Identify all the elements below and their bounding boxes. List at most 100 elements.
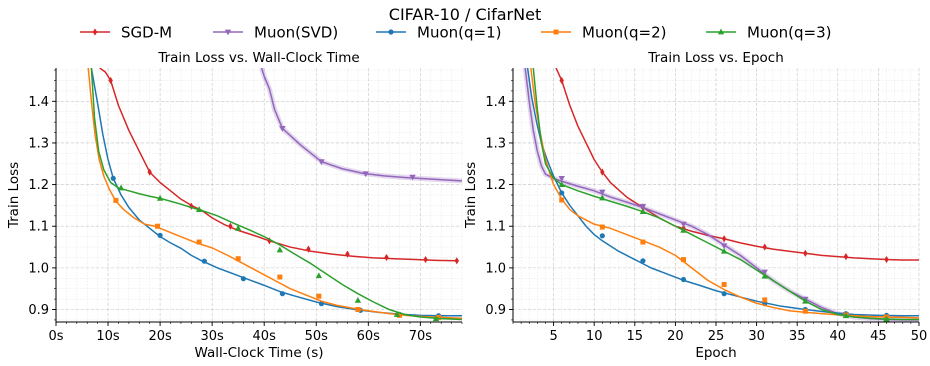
- x-tick-label: 35: [789, 329, 806, 344]
- legend-marker-sgd-m: [92, 28, 98, 36]
- y-tick-label: 1.1: [485, 220, 506, 235]
- series-point-sgd-m: [384, 253, 389, 262]
- series-point-muon-q-2: [397, 312, 403, 318]
- series-point-sgd-m: [600, 168, 605, 176]
- series-point-muon-q-3: [276, 246, 284, 253]
- series-point-muon-q-3: [680, 226, 687, 233]
- series-point-sgd-m: [345, 250, 350, 258]
- series-line-sgd-m: [99, 68, 457, 262]
- y-axis-label: Train Loss: [463, 162, 479, 229]
- series-point-muon-q-1: [599, 233, 605, 239]
- y-axis-label: Train Loss: [6, 162, 22, 229]
- x-tick-label: 45: [870, 329, 887, 344]
- legend-label-muon-q-2: Muon(q=2): [582, 24, 666, 42]
- figure-title: CIFAR-10 / CifarNet: [389, 5, 541, 24]
- x-tick-label: 10s: [96, 329, 120, 344]
- series-point-muon-q-1: [279, 291, 286, 297]
- series-point-muon-q-2: [721, 282, 727, 288]
- chart-panel-epoch: 5 10 15 20 25 30 35 40 45 50 0.9 1.0 1.1 1.2 1.3 1.4 Tra…: [463, 50, 927, 361]
- series-point-muon-q-2: [762, 297, 768, 303]
- series-point-sgd-m: [721, 235, 727, 243]
- x-axis-label: Wall-Clock Time (s): [195, 345, 324, 361]
- series-point-sgd-m: [454, 257, 459, 265]
- series-point-muon-svd: [639, 203, 647, 210]
- y-tick-label: 0.9: [485, 303, 506, 318]
- x-tick-label: 20: [667, 329, 684, 344]
- y-tick-label: 1.0: [485, 261, 506, 276]
- legend-label-muon-svd: Muon(SVD): [254, 24, 338, 42]
- series-point-muon-svd: [599, 189, 606, 196]
- legend-entry-sgd-m: SGD-M: [80, 24, 172, 42]
- series-point-muon-q-2: [235, 256, 241, 262]
- series-point-muon-q-1: [110, 175, 116, 181]
- legend-label-muon-q-1: Muon(q=1): [417, 24, 501, 42]
- series-point-muon-q-3: [720, 247, 728, 254]
- series-point-sgd-m: [559, 76, 564, 85]
- series-point-sgd-m: [108, 76, 113, 85]
- y-tick-label: 1.3: [485, 136, 506, 151]
- x-tick-label: 40: [830, 329, 847, 344]
- y-tick-label: 1.3: [28, 136, 49, 151]
- legend-marker-muon-svd: [224, 29, 232, 36]
- series-point-muon-q-3: [802, 297, 809, 304]
- series-point-muon-q-1: [640, 258, 646, 264]
- legend-entry-muon-q-1: Muon(q=1): [376, 24, 501, 42]
- series-point-muon-svd: [761, 269, 768, 276]
- series-line-muon-q-1: [526, 68, 919, 317]
- series-point-muon-q-3: [195, 206, 203, 212]
- series-point-sgd-m: [423, 255, 428, 264]
- series-line-muon-q-2: [87, 68, 462, 319]
- series-line-muon-q-3: [90, 68, 462, 321]
- series-point-muon-q-2: [113, 197, 119, 203]
- series-point-muon-q-3: [156, 194, 164, 201]
- legend-entry-muon-q-3: Muon(q=3): [706, 24, 831, 42]
- series-point-muon-q-2: [196, 239, 202, 245]
- series-point-muon-q-2: [681, 257, 687, 263]
- series-line-muon-svd: [260, 68, 462, 182]
- series-point-muon-svd: [318, 159, 325, 166]
- series-point-muon-q-2: [802, 308, 808, 314]
- panel-title: Train Loss vs. Epoch: [647, 50, 784, 66]
- legend-entry-muon-svd: Muon(SVD): [213, 24, 338, 42]
- x-tick-label: 25: [708, 329, 725, 344]
- series-point-muon-q-3: [761, 272, 768, 279]
- y-tick-label: 1.0: [28, 261, 49, 276]
- series-line-muon-q-3: [532, 68, 919, 321]
- series-point-muon-q-3: [315, 272, 323, 279]
- series-point-muon-svd: [558, 175, 565, 182]
- legend-marker-muon-q-1: [388, 29, 394, 35]
- series-point-muon-svd: [720, 243, 728, 250]
- y-tick-label: 1.2: [28, 178, 49, 193]
- x-tick-label: 0s: [48, 329, 63, 344]
- series-point-sgd-m: [762, 243, 767, 251]
- series-point-muon-q-1: [201, 258, 207, 264]
- y-tick-label: 1.1: [28, 220, 49, 235]
- major-grid: [55, 68, 462, 322]
- series-point-muon-svd: [680, 221, 687, 228]
- series-point-muon-q-1: [559, 190, 565, 196]
- series-point-sgd-m: [306, 245, 311, 253]
- series-point-muon-q-3: [234, 224, 242, 231]
- x-tick-label: 20s: [148, 329, 172, 344]
- series-point-muon-q-3: [117, 184, 125, 191]
- series-point-muon-q-2: [559, 197, 565, 203]
- series-point-muon-q-3: [883, 315, 890, 322]
- legend-entry-muon-q-2: Muon(q=2): [541, 24, 666, 42]
- legend: SGD-M Muon(SVD) Muon(q=1) Muon(q=2) Muon(q=3…: [80, 24, 831, 42]
- series-point-muon-q-2: [316, 293, 322, 299]
- x-tick-label: 40s: [253, 329, 277, 344]
- x-tick-label: 60s: [357, 329, 381, 344]
- legend-label-sgd-m: SGD-M: [121, 24, 172, 42]
- x-tick-label: 50: [911, 329, 928, 344]
- y-tick-label: 1.4: [485, 95, 506, 110]
- x-tick-label: 5: [549, 329, 557, 344]
- x-tick-label: 30: [748, 329, 765, 344]
- chart-panel-wallclock: 0s 10s 20s 30s 40s 50s 60s 70s 0.9 1.0 1.1 1.2 1.3 1.…: [6, 50, 463, 361]
- series-point-muon-q-2: [355, 307, 361, 313]
- series-point-muon-q-3: [599, 194, 606, 201]
- legend-marker-muon-q-3: [717, 28, 725, 35]
- series-point-sgd-m: [803, 249, 808, 257]
- y-tick-label: 1.4: [28, 95, 49, 110]
- x-tick-label: 70s: [409, 329, 433, 344]
